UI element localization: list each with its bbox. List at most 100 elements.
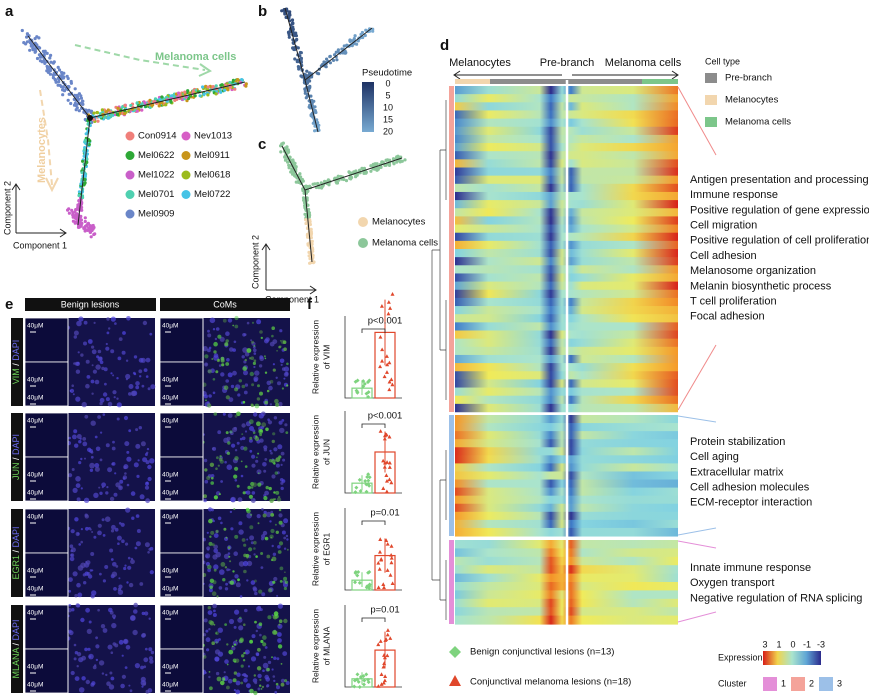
nucleus [267,418,270,422]
row-label-part: DAPI [11,434,21,455]
cell-point [85,157,89,161]
nucleus [254,591,258,596]
nucleus [134,546,138,550]
cell-point [104,110,108,114]
signal [262,642,267,647]
nucleus [114,472,117,475]
legend-label: 2 [809,678,814,688]
cell-point [88,225,92,229]
cell-point [375,168,379,172]
cell-point [123,103,127,107]
nucleus [266,380,272,386]
inset [24,317,69,363]
cell-point [308,86,312,90]
cell-point [291,159,295,163]
inset [159,604,204,650]
nucleus [86,628,92,635]
nucleus [203,498,207,503]
signal [216,456,219,460]
label: Melanoma cells [155,51,236,63]
signal [234,315,239,321]
nucleus [285,371,289,376]
cell-point [369,164,373,168]
signal [233,643,237,646]
nucleus [119,486,122,489]
nucleus [102,413,106,416]
cell-point [233,87,237,91]
nucleus [238,529,244,535]
nucleus [117,356,122,361]
nucleus [260,566,264,569]
nucleus [273,656,277,660]
nucleus [285,534,289,538]
point-melanoma [389,552,394,557]
connector [677,527,717,536]
nucleus [106,331,110,335]
signal [244,465,248,468]
point-benign [353,570,358,575]
nucleus [123,415,129,421]
nucleus [69,544,74,548]
expression-tick: 1 [776,639,781,649]
label: Pseudotime [362,68,412,79]
cell-point [81,195,85,200]
cell-point [288,13,292,17]
row-label-part: EGR1 [11,553,21,580]
nucleus [150,384,156,390]
cell-point [306,80,310,84]
nucleus [126,581,129,584]
cell-point [191,89,195,93]
cell-point [291,25,295,29]
nucleus [144,647,148,651]
nucleus [258,413,264,419]
nucleus [243,370,248,376]
nucleus [259,355,264,360]
point-melanoma [381,458,386,463]
nucleus [69,388,75,393]
nucleus [246,538,249,541]
nucleus [235,680,241,686]
signal [282,340,287,345]
arrow-head [198,63,213,77]
nucleus [74,517,79,522]
nucleus [99,491,103,495]
cell-point [371,162,375,166]
cell-point [52,60,56,64]
signal [257,384,260,388]
legend-swatch [819,677,833,691]
nucleus [126,316,131,321]
signal [241,538,246,542]
cell-point [75,212,79,216]
cell-point [317,123,321,127]
legend-label: Nev1013 [194,131,232,142]
cell-point [198,94,202,98]
nucleus [225,582,229,586]
point-benign [355,672,360,677]
expression-bar [763,651,821,665]
cell-point [88,139,92,143]
label: Melanoma cells [605,57,682,69]
panel-label: b [258,3,267,20]
signal [225,362,230,366]
nucleus [75,396,81,402]
nucleus [246,579,249,582]
nucleus [123,638,129,645]
signal [233,508,236,511]
label: Melanocytes [36,117,48,183]
nucleus [70,670,75,676]
signal [284,580,289,584]
cell-point [304,96,308,100]
cell-point [328,54,332,59]
nucleus [275,463,280,468]
nucleus [128,684,131,687]
point-benign [361,674,366,679]
signal [283,586,287,591]
significance-bracket [361,520,386,525]
nucleus [203,618,208,623]
nucleus [135,443,141,449]
nucleus [250,541,254,545]
nucleus [255,459,259,463]
nucleus [115,565,119,568]
point-melanoma [388,636,393,640]
signal [257,522,260,525]
